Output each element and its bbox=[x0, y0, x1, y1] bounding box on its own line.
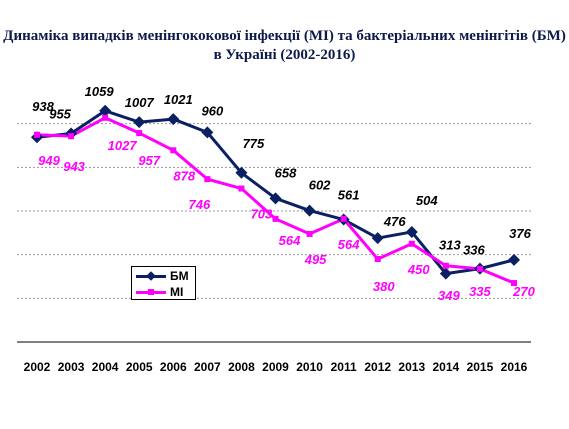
data-label-bm: 602 bbox=[309, 178, 331, 193]
data-label-bm: 1021 bbox=[164, 92, 193, 107]
data-label-mi: 746 bbox=[189, 197, 211, 212]
data-label-bm: 561 bbox=[338, 188, 360, 203]
x-tick-label: 2013 bbox=[398, 360, 425, 374]
marker-mi bbox=[136, 130, 143, 137]
data-label-bm: 1059 bbox=[85, 84, 115, 99]
marker-bm bbox=[371, 232, 384, 245]
marker-bm bbox=[99, 104, 112, 117]
marker-bm bbox=[167, 113, 180, 126]
data-label-mi: 957 bbox=[138, 153, 160, 168]
data-label-bm: 955 bbox=[49, 106, 71, 121]
legend-square-icon bbox=[148, 289, 154, 295]
x-tick-label: 2010 bbox=[296, 360, 323, 374]
data-label-bm: 938 bbox=[32, 99, 54, 114]
data-label-bm: 1007 bbox=[125, 95, 155, 110]
legend-label-bm: БМ bbox=[170, 269, 189, 283]
marker-mi bbox=[238, 185, 245, 192]
data-label-mi: 943 bbox=[63, 159, 85, 174]
marker-mi bbox=[306, 230, 313, 237]
data-label-bm: 960 bbox=[202, 103, 224, 118]
data-label-mi: 270 bbox=[512, 284, 535, 299]
x-tick-label: 2015 bbox=[467, 360, 494, 374]
x-tick-label: 2007 bbox=[194, 360, 221, 374]
legend-diamond-icon bbox=[146, 271, 156, 281]
data-label-mi: 495 bbox=[304, 252, 327, 267]
data-label-mi: 335 bbox=[469, 284, 491, 299]
legend-item-mi: МІ bbox=[132, 284, 197, 300]
marker-bm bbox=[303, 204, 316, 217]
data-label-mi: 878 bbox=[173, 168, 195, 183]
x-tick-label: 2011 bbox=[331, 360, 357, 374]
marker-bm bbox=[235, 166, 248, 179]
x-tick-label: 2008 bbox=[228, 360, 255, 374]
marker-mi bbox=[340, 215, 347, 222]
data-label-bm: 376 bbox=[509, 226, 531, 241]
data-label-bm: 504 bbox=[416, 193, 438, 208]
marker-bm bbox=[439, 267, 452, 280]
x-tick-labels: 2002 2003 2004 2005 2006 2007 2008 2009 2010 2011… bbox=[24, 360, 528, 374]
data-label-mi: 703 bbox=[251, 207, 273, 222]
marker-mi bbox=[272, 215, 279, 222]
marker-mi bbox=[170, 147, 177, 154]
x-tick-label: 2004 bbox=[92, 360, 119, 374]
marker-mi bbox=[408, 240, 415, 247]
marker-mi bbox=[476, 265, 483, 272]
data-label-mi: 349 bbox=[438, 288, 460, 303]
data-label-bm: 775 bbox=[243, 136, 265, 151]
data-label-bm: 476 bbox=[383, 214, 406, 229]
x-tick-label: 2002 bbox=[24, 360, 51, 374]
marker-bm bbox=[133, 116, 146, 129]
marker-mi bbox=[511, 280, 517, 287]
data-label-mi: 1027 bbox=[108, 138, 138, 153]
data-label-bm: 658 bbox=[275, 165, 297, 180]
x-tick-label: 2005 bbox=[126, 360, 153, 374]
data-label-mi: 564 bbox=[338, 237, 360, 252]
legend-label-mi: МІ bbox=[170, 285, 184, 299]
marker-bm bbox=[269, 192, 282, 205]
series-markers bbox=[31, 104, 520, 287]
marker-bm bbox=[405, 225, 418, 238]
x-tick-label: 2006 bbox=[160, 360, 187, 374]
data-label-bm: 313 bbox=[439, 238, 461, 253]
marker-mi bbox=[34, 131, 40, 138]
legend-item-bm: БМ bbox=[132, 268, 197, 284]
marker-mi bbox=[102, 114, 109, 121]
x-tick-label: 2016 bbox=[501, 360, 528, 374]
marker-mi bbox=[442, 262, 449, 269]
x-tick-label: 2012 bbox=[364, 360, 391, 374]
x-tick-label: 2003 bbox=[58, 360, 85, 374]
legend: БМ МІ bbox=[131, 266, 196, 300]
data-label-mi: 380 bbox=[373, 279, 395, 294]
marker-bm bbox=[508, 253, 520, 266]
marker-mi bbox=[68, 133, 75, 140]
gridlines bbox=[17, 123, 531, 299]
marker-mi bbox=[204, 176, 211, 183]
data-label-mi: 564 bbox=[279, 233, 301, 248]
chart-title: Динаміка випадків менінгококової інфекці… bbox=[3, 28, 566, 63]
marker-bm bbox=[201, 126, 214, 139]
x-tick-label: 2009 bbox=[262, 360, 289, 374]
data-label-bm: 336 bbox=[463, 243, 485, 258]
marker-mi bbox=[374, 256, 381, 263]
data-label-mi: 949 bbox=[38, 153, 60, 168]
x-tick-label: 2014 bbox=[433, 360, 460, 374]
data-label-mi: 450 bbox=[407, 262, 430, 277]
